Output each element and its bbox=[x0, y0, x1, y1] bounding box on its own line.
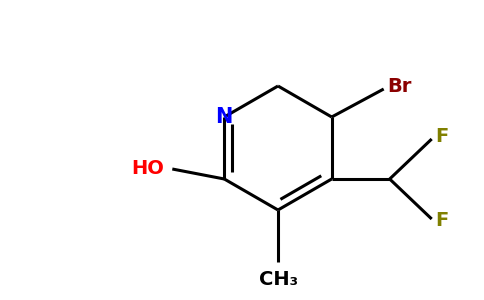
Text: Br: Br bbox=[388, 76, 412, 95]
Text: F: F bbox=[436, 212, 449, 230]
Text: N: N bbox=[215, 107, 233, 127]
Text: CH₃: CH₃ bbox=[258, 270, 298, 289]
Text: F: F bbox=[436, 128, 449, 146]
Text: HO: HO bbox=[132, 160, 164, 178]
